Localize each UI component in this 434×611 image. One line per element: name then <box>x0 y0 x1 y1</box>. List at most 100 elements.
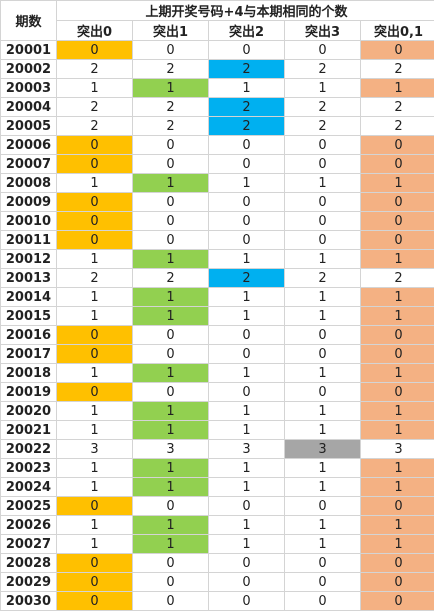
period-cell[interactable]: 20010 <box>1 212 57 231</box>
value-cell[interactable]: 1 <box>285 79 361 98</box>
value-cell[interactable]: 1 <box>361 364 434 383</box>
value-cell[interactable]: 1 <box>285 459 361 478</box>
value-cell[interactable]: 3 <box>361 440 434 459</box>
value-cell[interactable]: 0 <box>57 554 133 573</box>
value-cell[interactable]: 0 <box>361 383 434 402</box>
period-cell[interactable]: 20012 <box>1 250 57 269</box>
value-cell[interactable]: 2 <box>57 117 133 136</box>
value-cell[interactable]: 0 <box>57 136 133 155</box>
value-cell[interactable]: 1 <box>133 516 209 535</box>
period-cell[interactable]: 20027 <box>1 535 57 554</box>
value-cell[interactable]: 1 <box>209 516 285 535</box>
value-cell[interactable]: 0 <box>57 497 133 516</box>
value-cell[interactable]: 1 <box>285 421 361 440</box>
value-cell[interactable]: 1 <box>285 174 361 193</box>
value-cell[interactable]: 0 <box>57 573 133 592</box>
value-cell[interactable]: 0 <box>209 155 285 174</box>
period-cell[interactable]: 20013 <box>1 269 57 288</box>
period-cell[interactable]: 20009 <box>1 193 57 212</box>
value-cell[interactable]: 0 <box>361 554 434 573</box>
period-cell[interactable]: 20029 <box>1 573 57 592</box>
value-cell[interactable]: 1 <box>361 459 434 478</box>
value-cell[interactable]: 0 <box>209 193 285 212</box>
value-cell[interactable]: 1 <box>57 535 133 554</box>
value-cell[interactable]: 0 <box>285 41 361 60</box>
value-cell[interactable]: 0 <box>133 326 209 345</box>
value-cell[interactable]: 0 <box>133 592 209 611</box>
value-cell[interactable]: 1 <box>361 79 434 98</box>
value-cell[interactable]: 0 <box>361 326 434 345</box>
value-cell[interactable]: 1 <box>209 535 285 554</box>
value-cell[interactable]: 1 <box>57 402 133 421</box>
value-cell[interactable]: 0 <box>285 497 361 516</box>
value-cell[interactable]: 0 <box>285 326 361 345</box>
value-cell[interactable]: 1 <box>285 307 361 326</box>
value-cell[interactable]: 1 <box>209 478 285 497</box>
value-cell[interactable]: 0 <box>209 212 285 231</box>
value-cell[interactable]: 0 <box>209 573 285 592</box>
value-cell[interactable]: 1 <box>133 250 209 269</box>
value-cell[interactable]: 0 <box>57 326 133 345</box>
value-cell[interactable]: 1 <box>133 459 209 478</box>
value-cell[interactable]: 1 <box>133 535 209 554</box>
value-cell[interactable]: 1 <box>361 307 434 326</box>
value-cell[interactable]: 0 <box>133 193 209 212</box>
value-cell[interactable]: 3 <box>133 440 209 459</box>
value-cell[interactable]: 2 <box>285 269 361 288</box>
value-cell[interactable]: 1 <box>361 535 434 554</box>
value-cell[interactable]: 2 <box>57 269 133 288</box>
value-cell[interactable]: 0 <box>361 592 434 611</box>
period-cell[interactable]: 20026 <box>1 516 57 535</box>
value-cell[interactable]: 1 <box>133 307 209 326</box>
value-cell[interactable]: 0 <box>57 345 133 364</box>
value-cell[interactable]: 0 <box>285 592 361 611</box>
value-cell[interactable]: 3 <box>209 440 285 459</box>
value-cell[interactable]: 1 <box>361 402 434 421</box>
value-cell[interactable]: 1 <box>133 364 209 383</box>
period-cell[interactable]: 20018 <box>1 364 57 383</box>
value-cell[interactable]: 1 <box>361 478 434 497</box>
value-cell[interactable]: 1 <box>361 516 434 535</box>
value-cell[interactable]: 0 <box>361 41 434 60</box>
value-cell[interactable]: 2 <box>209 117 285 136</box>
value-cell[interactable]: 2 <box>133 60 209 79</box>
period-cell[interactable]: 20028 <box>1 554 57 573</box>
value-cell[interactable]: 1 <box>361 174 434 193</box>
value-cell[interactable]: 0 <box>209 136 285 155</box>
period-cell[interactable]: 20015 <box>1 307 57 326</box>
value-cell[interactable]: 2 <box>133 117 209 136</box>
value-cell[interactable]: 2 <box>209 98 285 117</box>
value-cell[interactable]: 0 <box>361 193 434 212</box>
period-cell[interactable]: 20021 <box>1 421 57 440</box>
value-cell[interactable]: 1 <box>209 307 285 326</box>
value-cell[interactable]: 3 <box>285 440 361 459</box>
value-cell[interactable]: 0 <box>285 231 361 250</box>
value-cell[interactable]: 0 <box>133 573 209 592</box>
value-cell[interactable]: 0 <box>209 345 285 364</box>
value-cell[interactable]: 2 <box>57 60 133 79</box>
value-cell[interactable]: 0 <box>57 193 133 212</box>
value-cell[interactable]: 0 <box>285 573 361 592</box>
value-cell[interactable]: 1 <box>57 307 133 326</box>
value-cell[interactable]: 3 <box>57 440 133 459</box>
value-cell[interactable]: 0 <box>285 554 361 573</box>
value-cell[interactable]: 0 <box>133 212 209 231</box>
value-cell[interactable]: 0 <box>361 345 434 364</box>
value-cell[interactable]: 1 <box>57 79 133 98</box>
value-cell[interactable]: 1 <box>57 288 133 307</box>
value-cell[interactable]: 2 <box>133 98 209 117</box>
value-cell[interactable]: 2 <box>209 60 285 79</box>
period-cell[interactable]: 20019 <box>1 383 57 402</box>
value-cell[interactable]: 1 <box>209 364 285 383</box>
period-cell[interactable]: 20023 <box>1 459 57 478</box>
value-cell[interactable]: 1 <box>285 478 361 497</box>
period-cell[interactable]: 20006 <box>1 136 57 155</box>
value-cell[interactable]: 1 <box>133 288 209 307</box>
period-cell[interactable]: 20025 <box>1 497 57 516</box>
period-cell[interactable]: 20020 <box>1 402 57 421</box>
period-cell[interactable]: 20004 <box>1 98 57 117</box>
value-cell[interactable]: 0 <box>285 155 361 174</box>
value-cell[interactable]: 0 <box>133 497 209 516</box>
value-cell[interactable]: 1 <box>209 79 285 98</box>
value-cell[interactable]: 1 <box>57 364 133 383</box>
